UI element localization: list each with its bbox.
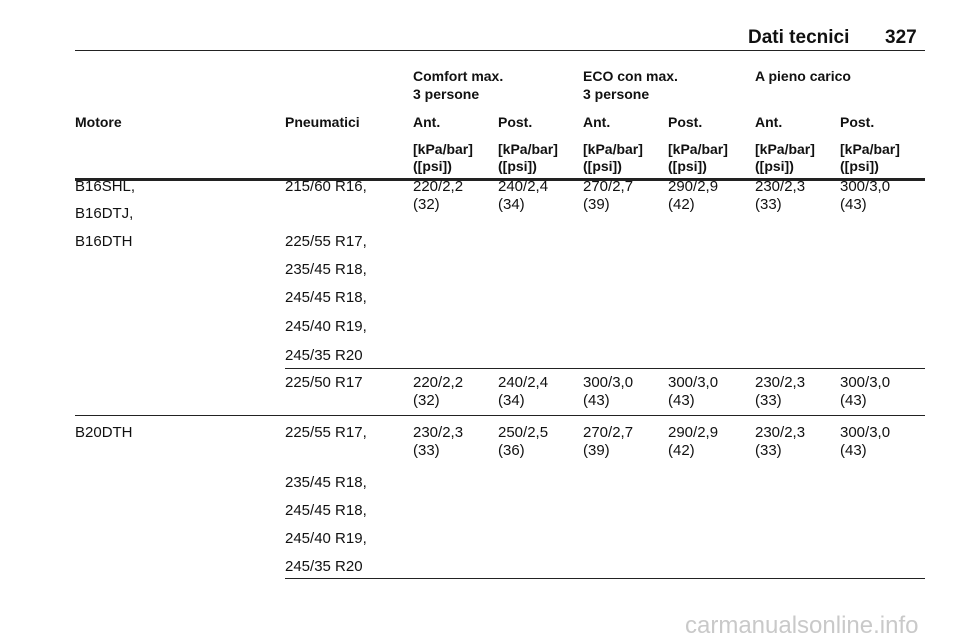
column-header: Post. [840,114,875,130]
tire-size: 245/40 R19, [285,318,367,335]
pressure-kpa: 240/2,4 [498,374,549,391]
pressure-psi: (36) [498,442,525,459]
group-header: Comfort max. [413,68,504,84]
tire-size: 225/55 R17, [285,424,367,441]
engine: B20DTH [75,424,133,441]
unit-label: ([psi]) [755,158,794,174]
engine: B16DTJ, [75,205,134,222]
rule [285,368,925,369]
tire-size: 245/45 R18, [285,289,367,306]
pressure-kpa: 300/3,0 [840,374,891,391]
unit-label: [kPa/bar] [755,141,815,157]
pressure-kpa: 220/2,2 [413,178,464,195]
pressure-psi: (43) [840,392,867,409]
unit-label: [kPa/bar] [583,141,643,157]
pressure-psi: (34) [498,196,525,213]
pressure-psi: (33) [413,442,440,459]
tire-size: 245/35 R20 [285,558,363,575]
column-header: Post. [668,114,703,130]
tire-size: 245/45 R18, [285,502,367,519]
group-header: 3 persone [583,86,650,102]
rule [285,578,925,579]
column-header: Ant. [755,114,783,130]
pressure-kpa: 300/3,0 [840,178,891,195]
unit-label: ([psi]) [840,158,879,174]
pressure-kpa: 240/2,4 [498,178,549,195]
pressure-psi: (39) [583,196,610,213]
rule [75,415,925,416]
rule [75,50,925,51]
pressure-kpa: 300/3,0 [583,374,634,391]
pressure-psi: (34) [498,392,525,409]
column-header: Ant. [583,114,611,130]
group-header: ECO con max. [583,68,678,84]
tire-size: 235/45 R18, [285,261,367,278]
unit-label: ([psi]) [498,158,537,174]
unit-label: ([psi]) [583,158,622,174]
tire-size: 245/35 R20 [285,347,363,364]
watermark: carmanualsonline.info [685,612,919,639]
engine: B16SHL, [75,178,136,195]
pressure-psi: (43) [840,442,867,459]
group-header: 3 persone [413,86,480,102]
pressure-kpa: 290/2,9 [668,178,719,195]
pressure-kpa: 290/2,9 [668,424,719,441]
pressure-psi: (33) [755,392,782,409]
pressure-psi: (42) [668,442,695,459]
column-header: Ant. [413,114,441,130]
column-header: Post. [498,114,533,130]
pressure-psi: (33) [755,196,782,213]
column-header: Pneumatici [285,114,360,130]
tire-size: 245/40 R19, [285,530,367,547]
group-header: A pieno carico [755,68,851,84]
pressure-psi: (32) [413,196,440,213]
tire-size: 225/50 R17 [285,374,363,391]
pressure-kpa: 270/2,7 [583,424,634,441]
unit-label: ([psi]) [668,158,707,174]
unit-label: [kPa/bar] [668,141,728,157]
pressure-kpa: 250/2,5 [498,424,549,441]
pressure-kpa: 230/2,3 [755,178,806,195]
pressure-psi: (32) [413,392,440,409]
unit-label: [kPa/bar] [498,141,558,157]
pressure-psi: (39) [583,442,610,459]
pressure-psi: (43) [668,392,695,409]
pressure-psi: (42) [668,196,695,213]
rule [75,178,925,181]
pressure-kpa: 220/2,2 [413,374,464,391]
pressure-psi: (43) [583,392,610,409]
pressure-kpa: 230/2,3 [413,424,464,441]
pressure-kpa: 230/2,3 [755,374,806,391]
unit-label: ([psi]) [413,158,452,174]
pressure-kpa: 230/2,3 [755,424,806,441]
pressure-kpa: 300/3,0 [668,374,719,391]
pressure-kpa: 300/3,0 [840,424,891,441]
pressure-kpa: 270/2,7 [583,178,634,195]
pressure-psi: (33) [755,442,782,459]
pressure-psi: (43) [840,196,867,213]
unit-label: [kPa/bar] [413,141,473,157]
unit-label: [kPa/bar] [840,141,900,157]
column-header: Motore [75,114,122,130]
section-title: Dati tecnici [748,27,850,48]
tire-size: 225/55 R17, [285,233,367,250]
tire-size: 215/60 R16, [285,178,367,195]
tire-size: 235/45 R18, [285,474,367,491]
engine: B16DTH [75,233,133,250]
page-number: 327 [885,27,917,48]
